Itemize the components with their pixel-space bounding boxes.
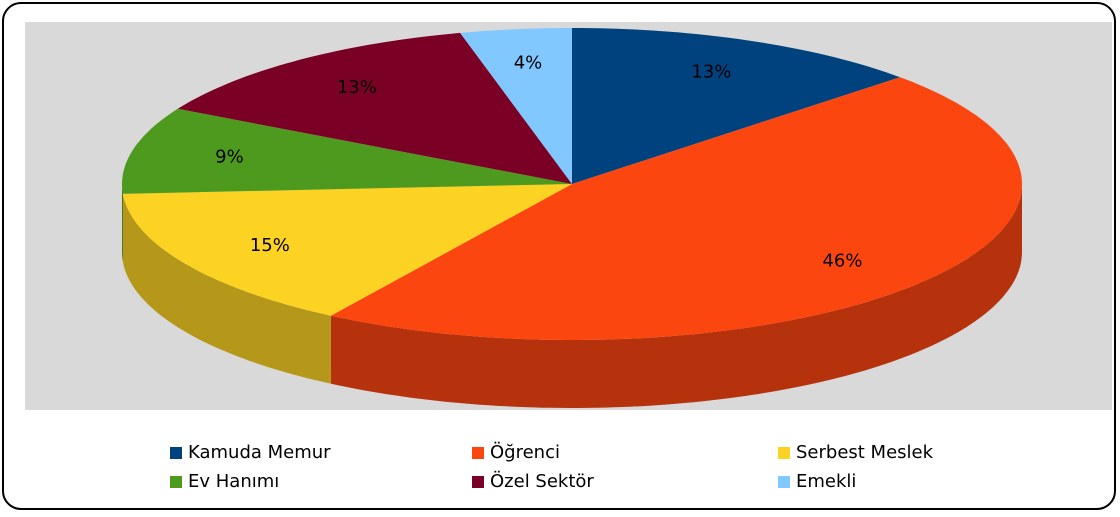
pie-side	[122, 193, 331, 384]
data-label: 9%	[215, 146, 244, 167]
data-label: 4%	[514, 52, 543, 73]
data-label: 13%	[691, 61, 731, 82]
legend-swatch	[472, 476, 484, 488]
pie-slice	[330, 77, 1022, 340]
pie-side	[330, 184, 1022, 408]
legend-swatch	[170, 447, 182, 459]
legend-swatch	[778, 476, 790, 488]
legend-swatch	[472, 447, 484, 459]
legend-label: Öğrenci	[490, 441, 560, 463]
pie-slice	[572, 28, 900, 184]
pie-slice	[177, 32, 572, 185]
legend-swatch	[778, 447, 790, 459]
legend-label: Özel Sektör	[490, 470, 594, 492]
pie-side	[122, 184, 123, 262]
data-label: 46%	[822, 251, 862, 272]
legend-label: Emekli	[796, 471, 856, 492]
pie-slice	[122, 184, 573, 316]
legend-swatch	[170, 476, 182, 488]
data-label: 13%	[337, 77, 377, 98]
pie-slice	[460, 28, 572, 184]
legend-label: Ev Hanımı	[188, 471, 279, 492]
data-label: 15%	[250, 235, 290, 256]
legend-label: Serbest Meslek	[796, 442, 934, 463]
legend-label: Kamuda Memur	[188, 442, 331, 463]
pie-slice	[122, 108, 572, 194]
